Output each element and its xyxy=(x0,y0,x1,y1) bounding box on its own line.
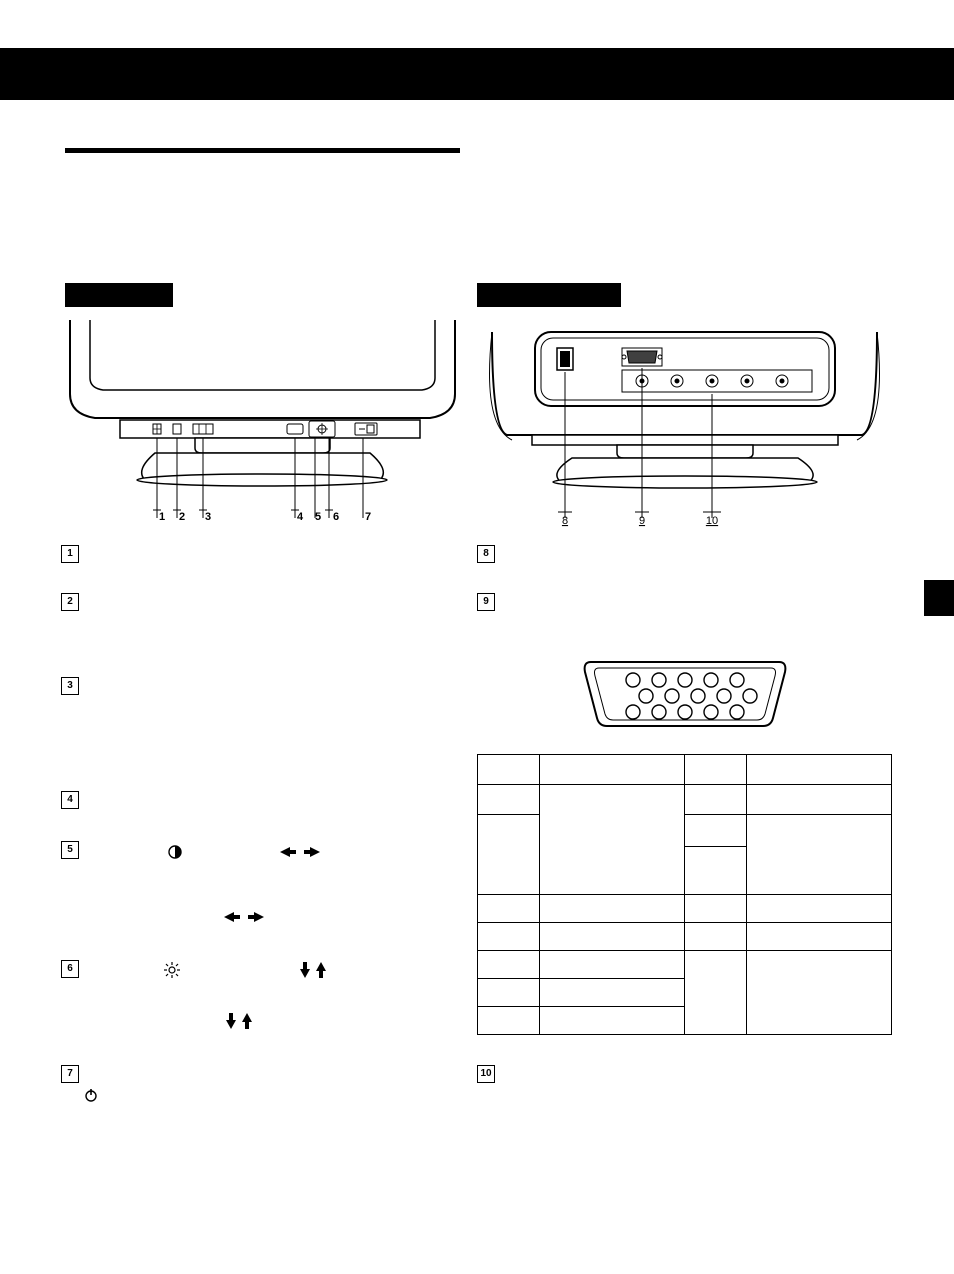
item-box-2: 2 xyxy=(61,593,79,611)
item-box-4: 4 xyxy=(61,791,79,809)
rear-label-box xyxy=(477,283,621,307)
th-pin-b xyxy=(684,755,746,785)
left-right-arrows-icon xyxy=(280,845,320,859)
power-icon xyxy=(84,1088,98,1102)
item-box-8: 8 xyxy=(477,545,495,563)
th-pin-a xyxy=(478,755,540,785)
down-up-arrows-icon-2 xyxy=(224,1013,254,1029)
callout-2: 2 xyxy=(179,511,185,523)
item-box-6: 6 xyxy=(61,960,79,978)
front-label-box xyxy=(65,283,173,307)
th-sig-b xyxy=(747,755,892,785)
dsub-connector-diagram xyxy=(581,656,789,732)
callout-10: 10 xyxy=(706,515,718,527)
item-box-5: 5 xyxy=(61,841,79,859)
item-box-9: 9 xyxy=(477,593,495,611)
rear-diagram: 8 9 10 xyxy=(477,320,892,530)
section-divider xyxy=(65,148,460,153)
front-diagram: 1 2 3 4 5 6 7 xyxy=(65,320,460,530)
callout-3: 3 xyxy=(205,511,211,523)
item-box-1: 1 xyxy=(61,545,79,563)
th-sig-a xyxy=(540,755,685,785)
pin-assignment-table xyxy=(477,754,892,1035)
callout-6: 6 xyxy=(333,511,339,523)
callout-5: 5 xyxy=(315,511,321,523)
left-right-arrows-icon-2 xyxy=(224,910,264,924)
page-edge-tab xyxy=(924,580,954,616)
callout-7: 7 xyxy=(365,511,371,523)
item-box-3: 3 xyxy=(61,677,79,695)
top-black-bar xyxy=(0,48,954,100)
callout-8: 8 xyxy=(562,515,568,527)
callout-9: 9 xyxy=(639,515,645,527)
item-box-7: 7 xyxy=(61,1065,79,1083)
down-up-arrows-icon xyxy=(298,962,328,978)
brightness-icon xyxy=(164,962,180,978)
callout-1: 1 xyxy=(159,511,165,523)
callout-4: 4 xyxy=(297,511,304,523)
contrast-icon xyxy=(168,845,182,859)
item-box-10: 10 xyxy=(477,1065,495,1083)
